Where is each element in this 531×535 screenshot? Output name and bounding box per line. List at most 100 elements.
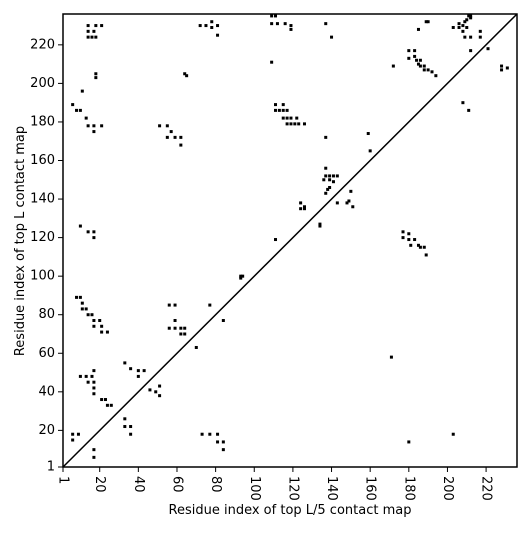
contact-point xyxy=(465,18,469,22)
contact-point xyxy=(457,25,461,29)
contact-point xyxy=(86,124,90,128)
contact-point xyxy=(407,238,411,242)
contact-point xyxy=(430,70,434,74)
contact-point xyxy=(129,367,133,371)
contact-point xyxy=(239,276,243,280)
contact-point xyxy=(422,64,426,68)
contact-point xyxy=(84,307,88,311)
contact-point xyxy=(76,432,80,436)
y-tick-label: 40 xyxy=(38,384,55,399)
contact-point xyxy=(434,74,438,78)
contact-point xyxy=(78,224,82,228)
contact-point xyxy=(92,29,96,33)
contact-point xyxy=(158,394,162,398)
contact-point xyxy=(239,274,243,278)
contact-point xyxy=(293,122,297,126)
contact-point xyxy=(78,295,82,299)
contact-point xyxy=(418,245,422,249)
contact-point xyxy=(100,324,104,328)
contact-point xyxy=(129,432,133,436)
contact-point xyxy=(285,122,289,126)
contact-point xyxy=(167,303,171,307)
x-tick-label: 80 xyxy=(208,476,223,493)
contact-point xyxy=(274,108,278,112)
contact-point xyxy=(478,29,482,33)
contact-point xyxy=(165,135,169,139)
contact-point xyxy=(148,388,152,392)
contact-point xyxy=(90,35,94,39)
contact-point xyxy=(92,392,96,396)
contact-point xyxy=(100,124,104,128)
contact-point xyxy=(80,307,84,311)
contact-point xyxy=(90,313,94,317)
contact-point xyxy=(154,390,158,394)
contact-point xyxy=(92,455,96,459)
x-tick-label: 220 xyxy=(479,476,494,501)
contact-point xyxy=(183,72,187,76)
contact-point xyxy=(158,124,162,128)
x-tick-label: 100 xyxy=(247,476,262,501)
contact-point xyxy=(241,274,245,278)
contact-point xyxy=(71,432,75,436)
contact-point xyxy=(200,432,204,436)
contact-point xyxy=(105,403,109,407)
contact-point xyxy=(100,24,104,28)
contact-point xyxy=(391,64,395,68)
x-axis-label: Residue index of top L/5 contact map xyxy=(169,503,412,518)
y-tick-label: 100 xyxy=(30,269,55,284)
contact-point xyxy=(335,201,339,205)
contact-point xyxy=(463,20,467,24)
contact-point xyxy=(299,201,303,205)
y-tick-label: 200 xyxy=(30,76,55,91)
contact-point xyxy=(142,369,146,373)
contact-point xyxy=(100,398,104,402)
contact-point xyxy=(123,417,127,421)
y-tick-label: 60 xyxy=(38,346,55,361)
contact-point xyxy=(318,224,322,228)
contact-point xyxy=(173,303,177,307)
contact-point xyxy=(86,313,90,317)
contact-point xyxy=(457,22,461,26)
contact-point xyxy=(302,205,306,209)
contact-point xyxy=(92,448,96,452)
contact-point xyxy=(109,403,113,407)
contact-point xyxy=(173,135,177,139)
contact-point xyxy=(422,68,426,72)
contact-point xyxy=(451,432,455,436)
contact-point xyxy=(173,326,177,330)
contact-point xyxy=(328,178,332,182)
contact-point xyxy=(424,20,428,24)
contact-point xyxy=(92,236,96,240)
contact-point xyxy=(86,24,90,28)
contact-point xyxy=(324,166,328,170)
contact-point xyxy=(347,199,351,203)
contact-point xyxy=(167,326,171,330)
contact-point xyxy=(123,361,127,365)
contact-point xyxy=(277,108,281,112)
contact-point xyxy=(426,68,430,72)
contact-point xyxy=(204,24,208,28)
x-tick-label: 160 xyxy=(363,476,378,501)
x-tick-label: 40 xyxy=(131,476,146,493)
contact-point xyxy=(179,135,183,139)
contact-point xyxy=(324,174,328,178)
contact-point xyxy=(86,230,90,234)
y-tick-label: 20 xyxy=(38,423,55,438)
contact-point xyxy=(75,108,79,112)
contact-point xyxy=(92,386,96,390)
contact-point xyxy=(100,330,104,334)
contact-point xyxy=(324,191,328,195)
contact-point xyxy=(389,355,393,359)
contact-point xyxy=(75,295,79,299)
contact-point xyxy=(283,22,287,26)
contact-point xyxy=(289,24,293,28)
contact-point xyxy=(289,116,293,120)
contact-point xyxy=(368,149,372,153)
contact-point xyxy=(183,332,187,336)
contact-point xyxy=(71,438,75,442)
contact-point xyxy=(179,143,183,147)
y-tick-label: 1 xyxy=(47,460,55,475)
contact-point xyxy=(505,66,509,70)
contact-point xyxy=(451,25,455,29)
